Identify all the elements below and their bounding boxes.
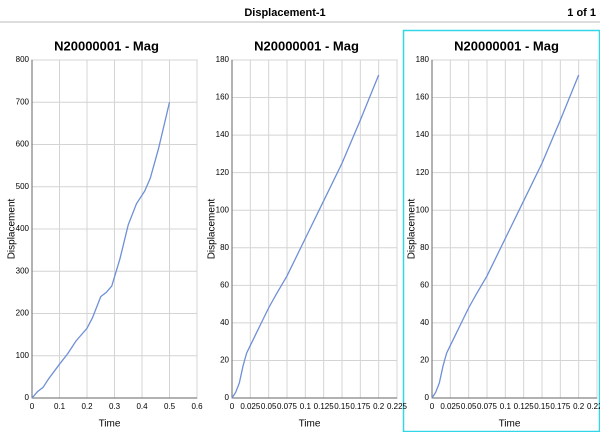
x-tick-label: 0.15 [534,402,550,411]
y-tick-label: 160 [216,93,230,102]
x-tick-label: 0.3 [109,402,121,411]
y-tick-label: 60 [220,280,229,289]
plot-area [231,59,398,399]
y-tick-label: 200 [16,309,30,318]
y-tick-label: 300 [16,266,30,275]
x-tick-label: 0.5 [164,402,176,411]
x-tick-label: 0.175 [550,402,571,411]
y-tick-label: 100 [16,351,30,360]
x-tick-label: 0.175 [350,402,371,411]
x-tick-label: 0 [230,402,235,411]
x-tick-label: 0.125 [314,402,335,411]
x-axis-label: Time [499,419,521,430]
y-tick-label: 120 [416,168,430,177]
x-tick-label: 0.025 [240,402,261,411]
y-tick-label: 60 [420,280,429,289]
y-tick-label: 0 [425,393,430,402]
x-tick-label: 0 [430,402,435,411]
y-tick-label: 40 [420,318,429,327]
x-tick-label: 0.05 [261,402,277,411]
y-tick-label: 140 [416,130,430,139]
y-tick-label: 180 [416,55,430,64]
y-tick-label: 100 [416,205,430,214]
y-tick-label: 20 [220,356,229,365]
x-tick-label: 0.2 [373,402,385,411]
y-tick-label: 180 [216,55,230,64]
y-tick-label: 700 [16,97,30,106]
x-tick-label: 0.225 [387,402,408,411]
x-tick-label: 0.4 [136,402,148,411]
y-tick-label: 800 [16,55,30,64]
x-tick-label: 0.125 [514,402,535,411]
chart-title: N20000001 - Mag [254,38,359,53]
page-indicator: 1 of 1 [567,7,596,19]
y-axis-label: Displacement [7,198,18,259]
data-line [31,102,171,399]
y-tick-label: 400 [16,224,30,233]
y-tick-label: 80 [420,243,429,252]
x-tick-label: 0.025 [440,402,461,411]
x-axis-label: Time [99,419,121,430]
x-axis-label: Time [299,419,321,430]
x-tick-label: 0.1 [54,402,66,411]
x-tick-label: 0.075 [477,402,498,411]
x-tick-label: 0.2 [573,402,585,411]
y-tick-label: 0 [25,393,30,402]
y-tick-label: 80 [220,243,229,252]
x-tick-label: 0.075 [277,402,298,411]
header-title: Displacement-1 [244,7,325,19]
x-tick-label: 0.225 [587,402,600,411]
data-line [431,74,580,399]
y-tick-label: 0 [225,393,230,402]
x-tick-label: 0.2 [81,402,93,411]
chart-title: N20000001 - Mag [454,38,559,53]
y-tick-label: 160 [416,93,430,102]
chart-title: N20000001 - Mag [54,38,159,53]
y-tick-label: 120 [216,168,230,177]
y-tick-label: 20 [420,356,429,365]
y-tick-label: 100 [216,205,230,214]
x-tick-label: 0.6 [191,402,203,411]
y-tick-label: 600 [16,140,30,149]
y-axis-label: Displacement [207,198,218,259]
x-tick-label: 0.1 [300,402,312,411]
x-tick-label: 0.05 [461,402,477,411]
data-line [231,74,380,399]
y-axis-label: Displacement [407,198,418,259]
plot-area [431,59,598,399]
x-tick-label: 0.15 [334,402,350,411]
x-tick-label: 0 [30,402,35,411]
x-tick-label: 0.1 [500,402,512,411]
y-tick-label: 500 [16,182,30,191]
y-tick-label: 140 [216,130,230,139]
y-tick-label: 40 [220,318,229,327]
